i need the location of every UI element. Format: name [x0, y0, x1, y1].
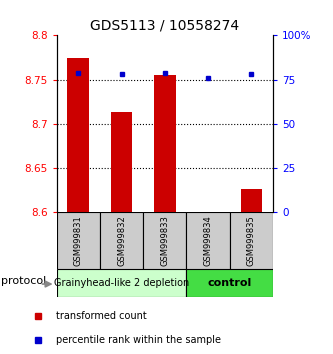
Bar	[240, 189, 262, 212]
Bar	[67, 57, 89, 212]
FancyBboxPatch shape	[143, 212, 186, 269]
Text: Grainyhead-like 2 depletion: Grainyhead-like 2 depletion	[54, 278, 189, 288]
FancyBboxPatch shape	[186, 269, 273, 297]
FancyBboxPatch shape	[100, 212, 143, 269]
Bar	[197, 211, 219, 212]
Text: GSM999835: GSM999835	[247, 215, 256, 266]
Text: control: control	[208, 278, 252, 288]
FancyBboxPatch shape	[186, 212, 230, 269]
Title: GDS5113 / 10558274: GDS5113 / 10558274	[90, 19, 239, 33]
Text: GSM999833: GSM999833	[160, 215, 169, 266]
FancyBboxPatch shape	[57, 212, 100, 269]
Text: GSM999832: GSM999832	[117, 215, 126, 266]
Text: GSM999831: GSM999831	[74, 215, 83, 266]
FancyBboxPatch shape	[57, 269, 186, 297]
Text: GSM999834: GSM999834	[203, 215, 213, 266]
Text: transformed count: transformed count	[56, 311, 147, 321]
Text: percentile rank within the sample: percentile rank within the sample	[56, 335, 221, 346]
Bar	[154, 75, 176, 212]
Text: protocol: protocol	[1, 276, 46, 286]
FancyBboxPatch shape	[230, 212, 273, 269]
Bar	[111, 112, 133, 212]
